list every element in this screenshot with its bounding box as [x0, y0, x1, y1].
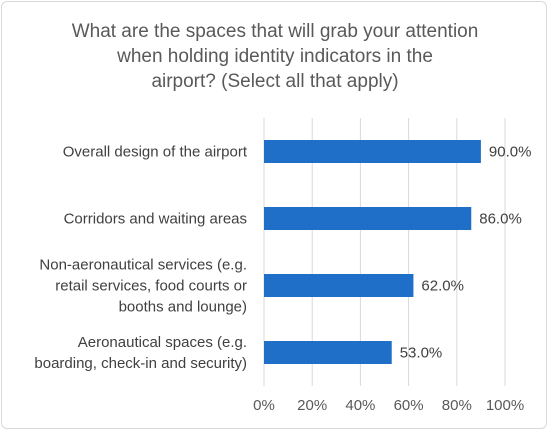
bar — [264, 207, 472, 230]
category-label: Non-aeronautical services (e.g. retail se… — [39, 257, 247, 316]
bar — [264, 274, 414, 297]
data-label: 90.0% — [489, 144, 532, 161]
x-tick-label: 80% — [442, 397, 472, 414]
x-tick-label: 100% — [486, 397, 524, 414]
data-label: 62.0% — [421, 278, 464, 295]
chart-title: What are the spaces that will grab your … — [71, 21, 479, 92]
category-label: Corridors and waiting areas — [64, 211, 247, 228]
x-tick-label: 0% — [253, 397, 275, 414]
x-tick-label: 60% — [394, 397, 424, 414]
category-label: Aeronautical spaces (e.g. boarding, check… — [34, 334, 247, 372]
bar — [264, 341, 392, 364]
bar — [264, 140, 481, 163]
x-tick-label: 40% — [345, 397, 375, 414]
x-tick-label: 20% — [297, 397, 327, 414]
data-label: 86.0% — [479, 211, 522, 228]
category-label: Overall design of the airport — [63, 144, 248, 161]
data-label: 53.0% — [400, 345, 443, 362]
